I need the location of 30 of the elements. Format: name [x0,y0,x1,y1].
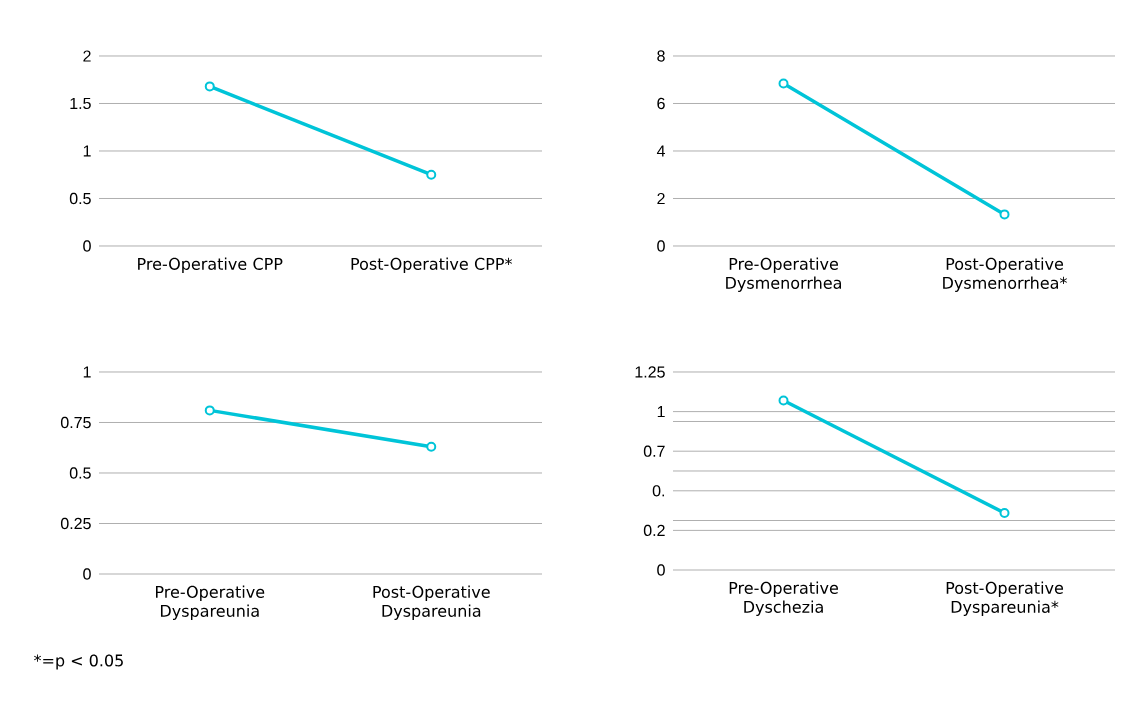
y-tick-label: 2 [83,50,91,62]
y-tick-label: 0 [83,568,91,580]
x-tick-label: Pre-Operative Dyspareunia [156,585,265,621]
y-tick-label: 0.25 [60,517,91,530]
y-tick-label: 1 [657,406,665,418]
y-tick-label: 0.5 [69,467,91,479]
x-tick-label: Pre-Operative Dyschezia [729,581,838,617]
y-tick-label: 0 [657,564,665,576]
y-tick-label: 1 [83,366,91,378]
y-tick-label: 2 [657,192,665,205]
y-tick-label: 0.75 [60,416,91,429]
x-tick-label: Post-Operative Dyspareunia* [946,581,1064,617]
y-tick-label: 0 [83,240,91,252]
y-tick-label: 0.7 [643,445,665,457]
x-tick-label: Post-Operative Dyspareunia [373,585,490,621]
x-tick-label: Pre-Operative Dysmenorrhea [726,257,841,293]
y-tick-label: 8 [657,50,665,62]
x-tick-label: Post-Operative CPP* [351,257,513,274]
text: *=p < 0.05 [34,654,123,670]
y-tick-label: 1.25 [635,366,665,378]
y-tick-label: 4 [656,145,666,157]
x-tick-label: Post-Operative Dysmenorrhea* [943,257,1067,293]
y-tick-label: 1.5 [70,97,91,110]
y-tick-label: 6 [657,97,665,110]
y-tick-label: 0 [657,240,665,252]
y-tick-label: 1 [83,145,91,157]
x-tick-label: Pre-Operative CPP [138,257,283,274]
y-tick-label: 0.5 [69,192,91,205]
y-tick-label: 0. [652,485,665,497]
y-tick-label: 0.2 [643,524,665,537]
